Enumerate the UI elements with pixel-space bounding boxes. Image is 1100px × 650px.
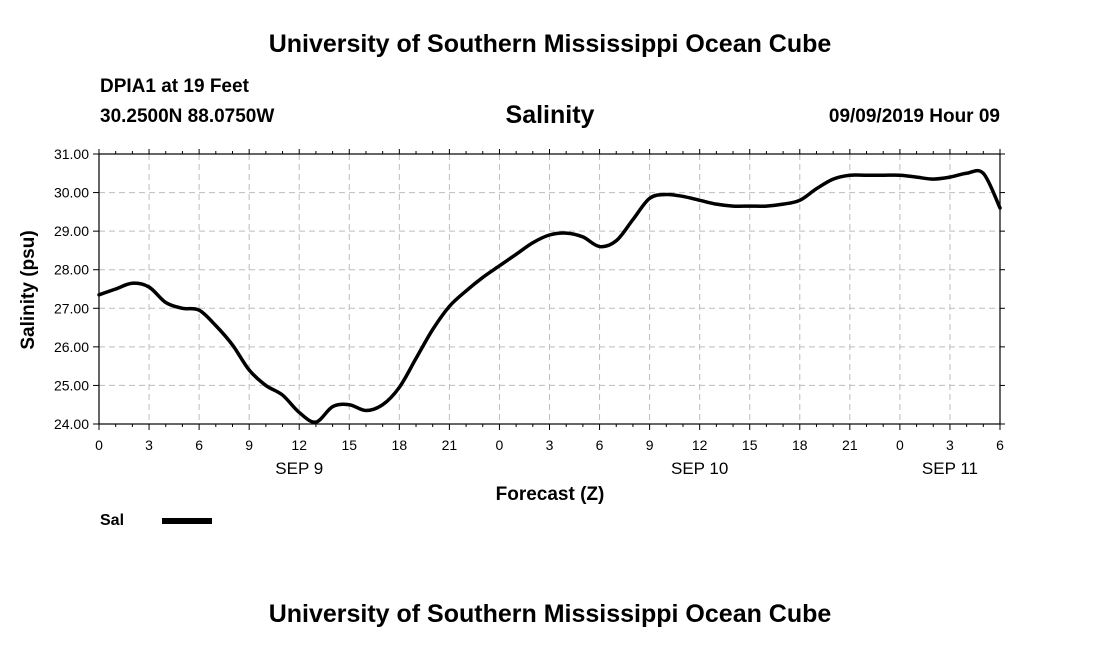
datetime-label: 09/09/2019 Hour 09: [828, 106, 1000, 127]
x-tick-label: 9: [245, 437, 253, 453]
x-tick-label: 6: [596, 437, 604, 453]
legend-label: Sal: [100, 512, 124, 529]
station-label: DPIA1 at 19 Feet: [100, 76, 249, 97]
y-tick-label: 30.00: [54, 185, 89, 201]
y-tick-label: 27.00: [54, 300, 89, 316]
x-tick-label: 15: [341, 437, 357, 453]
x-tick-label: 3: [145, 437, 153, 453]
x-tick-label: 3: [946, 437, 954, 453]
x-tick-label: 18: [392, 437, 408, 453]
top-title: University of Southern Mississippi Ocean…: [268, 30, 832, 58]
x-tick-label: 9: [646, 437, 654, 453]
x-tick-label: 12: [692, 437, 708, 453]
x-tick-label: 0: [496, 437, 504, 453]
x-tick-label: 6: [195, 437, 203, 453]
series-line-sal: [97, 168, 1002, 424]
y-axis-label: Salinity (psu): [18, 230, 39, 349]
day-label: SEP 10: [671, 459, 728, 478]
x-tick-label: 0: [95, 437, 103, 453]
y-tick-label: 24.00: [54, 416, 89, 432]
bottom-title: University of Southern Mississippi Ocean…: [268, 600, 832, 628]
plot-frame: [98, 153, 1001, 425]
x-tick-label: 21: [842, 437, 858, 453]
x-tick-label: 18: [792, 437, 808, 453]
x-tick-label: 6: [996, 437, 1004, 453]
tick-labels: 24.00 25.00 26.00 27.00 28.00 29.00 30.00 31.00…: [54, 146, 1004, 478]
y-tick-label: 26.00: [54, 339, 89, 355]
chart-title: Salinity: [505, 101, 595, 129]
x-tick-label: 15: [742, 437, 758, 453]
x-tick-label: 0: [896, 437, 904, 453]
coordinates-label: 30.2500N 88.0750W: [100, 106, 275, 127]
y-tick-label: 28.00: [54, 262, 89, 278]
series-lines: [97, 168, 1002, 424]
x-tick-label: 21: [442, 437, 458, 453]
day-label: SEP 9: [275, 459, 323, 478]
y-tick-label: 25.00: [54, 377, 89, 393]
axes: [93, 149, 1005, 430]
y-tick-label: 29.00: [54, 223, 89, 239]
x-tick-label: 12: [291, 437, 307, 453]
day-label: SEP 11: [922, 459, 978, 478]
grid-lines: [99, 154, 1000, 424]
x-tick-label: 3: [546, 437, 554, 453]
legend: Sal: [100, 512, 212, 529]
x-axis-label: Forecast (Z): [496, 484, 605, 505]
y-tick-label: 31.00: [54, 146, 89, 162]
